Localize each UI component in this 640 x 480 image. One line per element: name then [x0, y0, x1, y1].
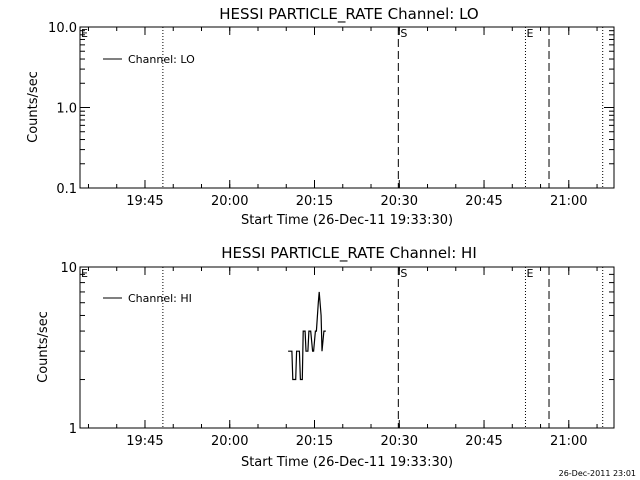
series-layer: [288, 291, 326, 381]
panel-hi: HESSI PARTICLE_RATE Channel: HI Counts/s…: [36, 244, 615, 470]
x-tick-label: 20:45: [465, 434, 502, 449]
y-axis-label: Counts/sec: [36, 311, 51, 383]
legend: Channel: LO: [103, 53, 195, 66]
edge-marker-label: E: [81, 27, 88, 40]
x-axis-label: Start Time (26-Dec-11 19:33:30): [241, 455, 453, 470]
x-tick-label: 20:45: [465, 194, 502, 209]
chart-title: HESSI PARTICLE_RATE Channel: HI: [221, 244, 477, 263]
series-line: [288, 291, 326, 381]
y-axis-label: Counts/sec: [26, 71, 41, 143]
event-marker-label: S: [400, 27, 407, 40]
x-tick-label: 20:30: [381, 194, 418, 209]
x-tick-label: 21:00: [550, 194, 587, 209]
ticks: 19:45 20:00 20:15 20:30 20:45 21:00 1 10: [60, 261, 614, 449]
legend-entry: Channel: HI: [128, 292, 192, 305]
x-tick-label: 20:30: [381, 434, 418, 449]
x-axis-label: Start Time (26-Dec-11 19:33:30): [241, 213, 453, 228]
event-lines: SE E: [81, 27, 604, 188]
x-tick-label: 19:45: [126, 434, 163, 449]
event-marker-label: S: [400, 267, 407, 280]
y-tick-label: 10: [60, 261, 77, 276]
edge-marker-label: E: [81, 267, 88, 280]
panel-lo: HESSI PARTICLE_RATE Channel: LO Counts/s…: [26, 5, 615, 228]
y-tick-label: 10.0: [48, 21, 77, 36]
event-lines: SE E: [81, 267, 604, 428]
ticks: 19:45 20:00 20:15 20:30 20:45 21:00 0.1 1.0 10.0: [48, 21, 614, 209]
plot-frame: [79, 266, 615, 429]
x-tick-label: 20:00: [211, 194, 248, 209]
x-tick-label: 21:00: [550, 434, 587, 449]
y-tick-label: 1: [69, 422, 77, 437]
legend: Channel: HI: [103, 292, 192, 305]
x-tick-label: 20:15: [296, 194, 333, 209]
legend-entry: Channel: LO: [128, 53, 195, 66]
footer-timestamp: 26-Dec-2011 23:01: [559, 469, 636, 478]
edge-marker-label: E: [526, 27, 533, 40]
x-tick-label: 19:45: [126, 194, 163, 209]
x-tick-label: 20:00: [211, 434, 248, 449]
chart-title: HESSI PARTICLE_RATE Channel: LO: [219, 5, 478, 24]
plot-frame: [79, 26, 615, 189]
x-tick-label: 20:15: [296, 434, 333, 449]
y-tick-label: 1.0: [56, 102, 77, 117]
y-tick-label: 0.1: [56, 182, 77, 197]
edge-marker-label: E: [526, 267, 533, 280]
